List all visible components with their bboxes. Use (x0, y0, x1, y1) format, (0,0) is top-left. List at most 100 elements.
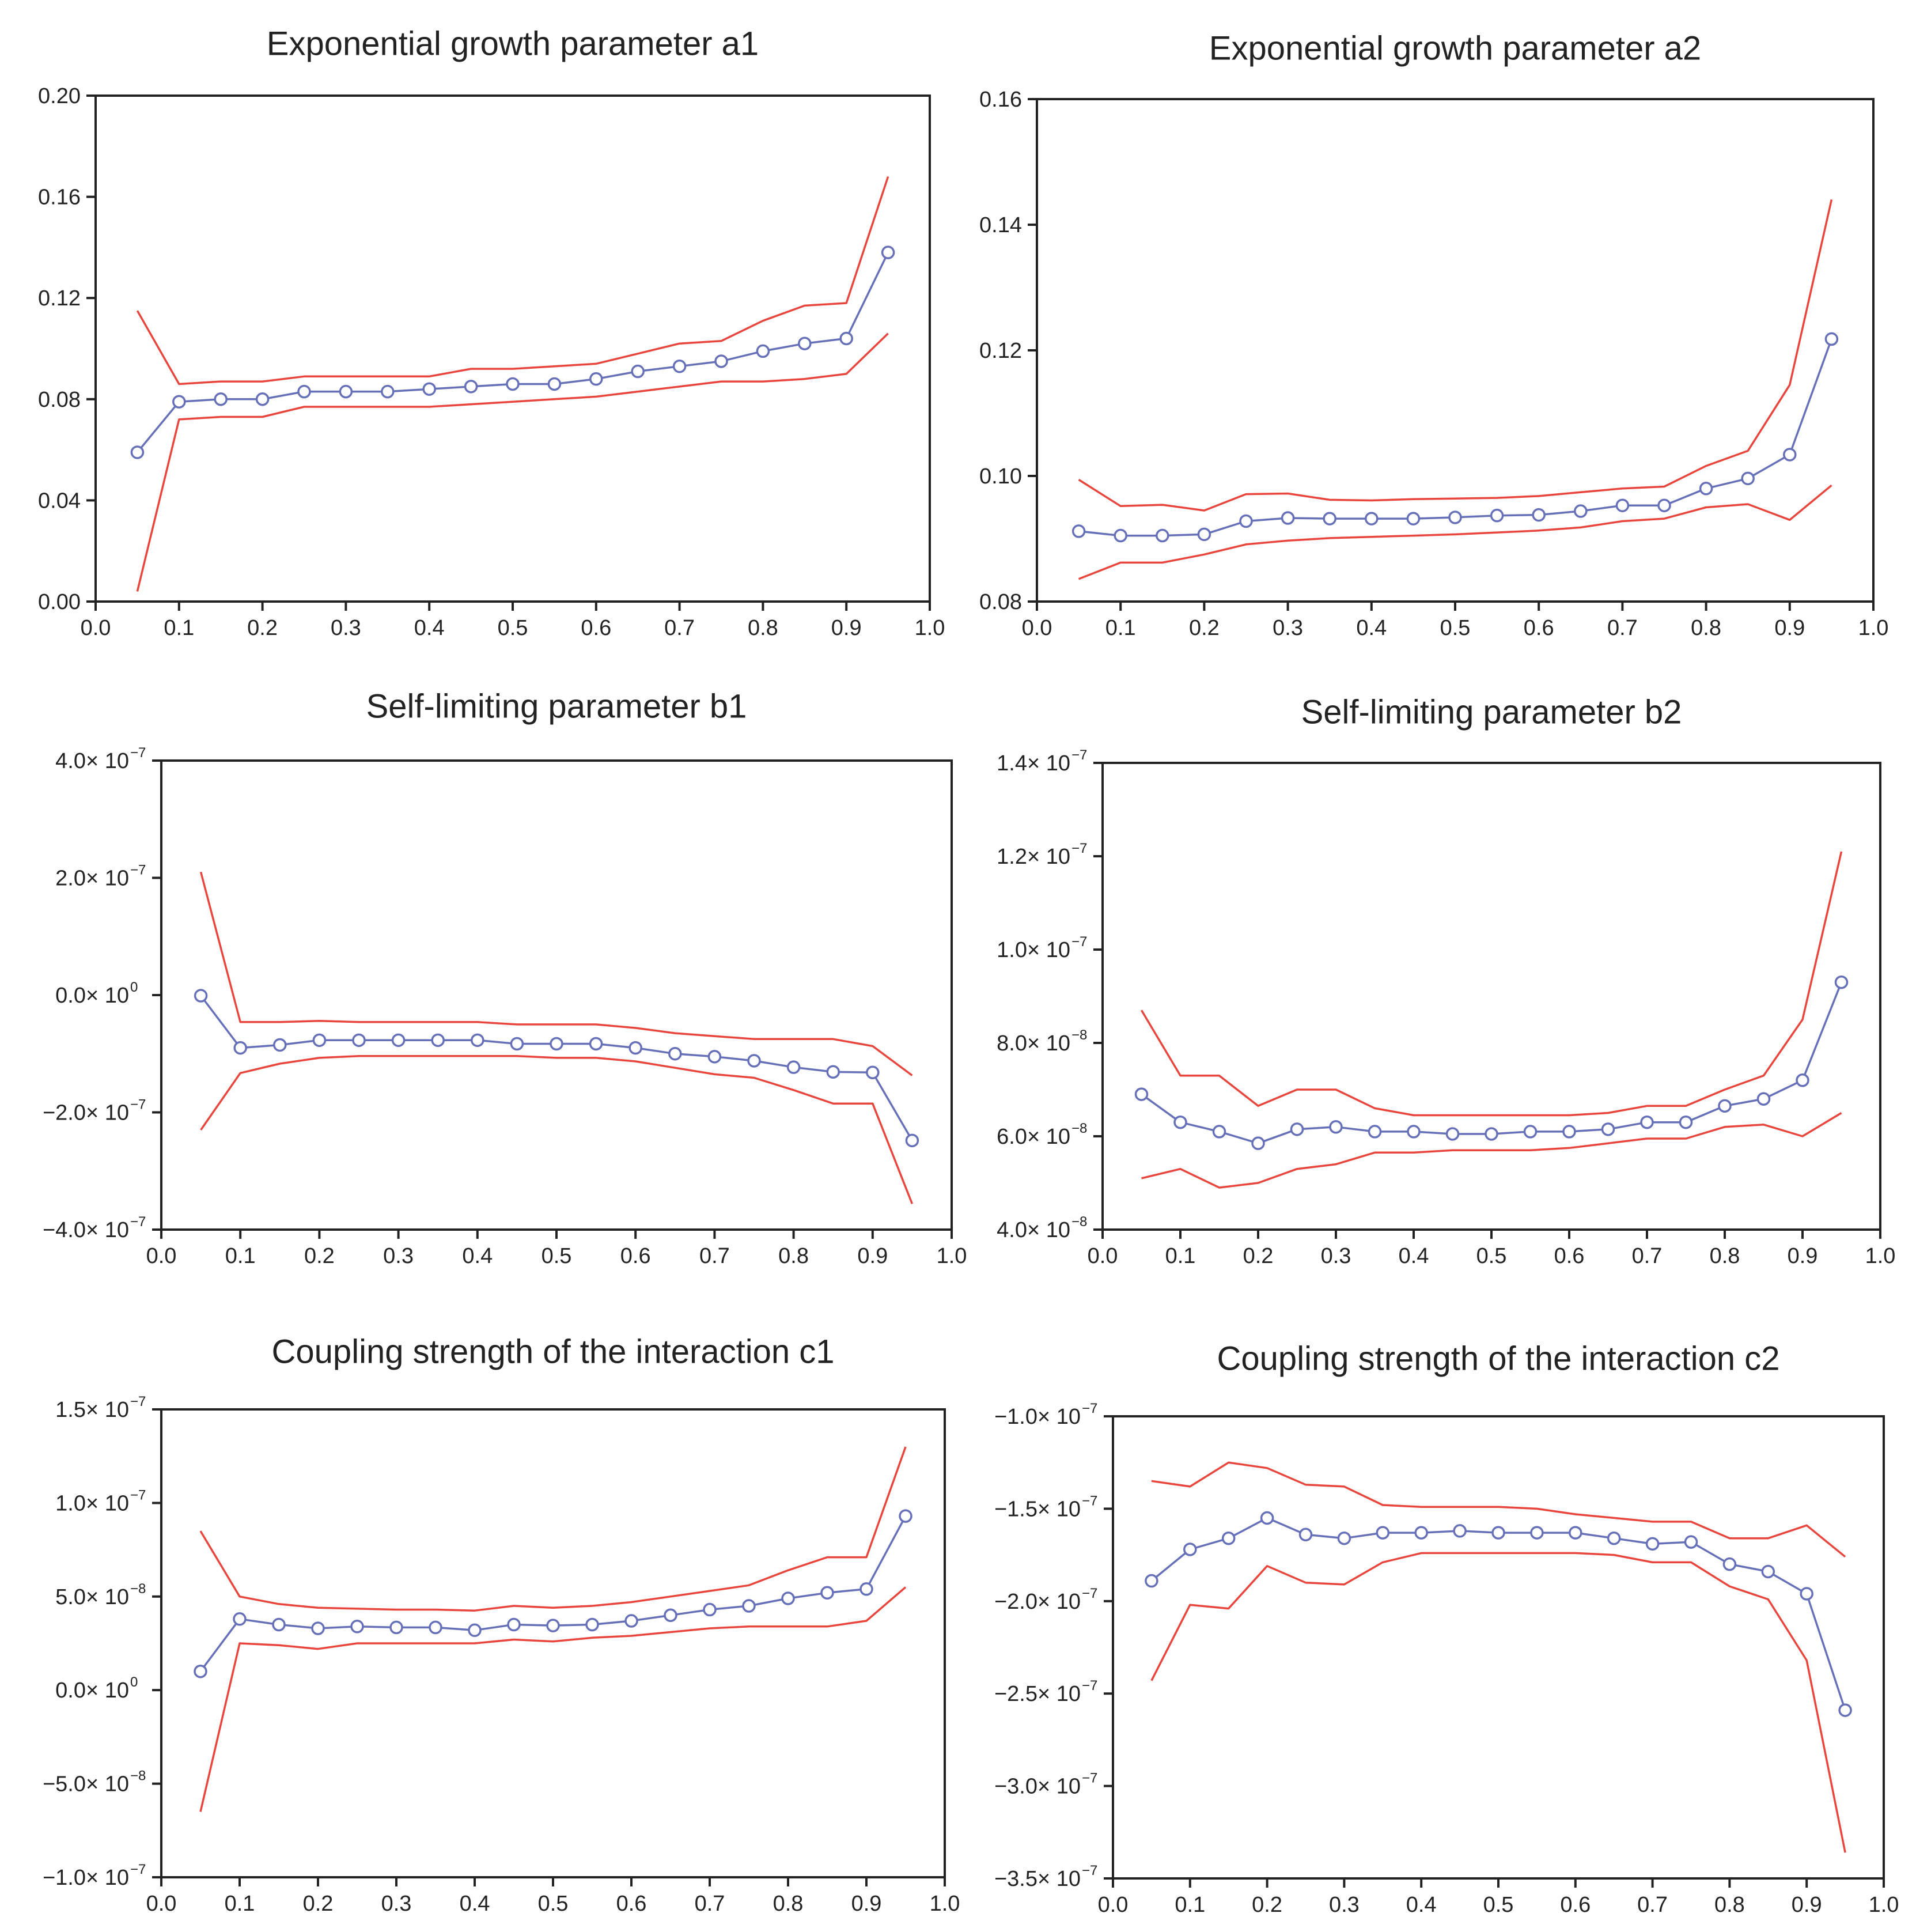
x-tick-label: 0.7 (695, 1892, 725, 1916)
data-point-marker (1657, 498, 1671, 512)
data-point-marker (1406, 512, 1421, 525)
data-point-marker (756, 344, 770, 358)
data-point-marker (1114, 528, 1127, 543)
data-point-marker (1800, 1587, 1813, 1601)
data-point-marker (664, 1608, 677, 1623)
y-tick-exponent: 0 (130, 1674, 138, 1690)
y-tick-label: 1.4× 10 (997, 751, 1070, 776)
data-point-marker (214, 392, 228, 406)
data-point-marker (1523, 1125, 1538, 1139)
data-point-marker (391, 1033, 406, 1048)
y-tick-exponent: −7 (1082, 1401, 1097, 1416)
y-tick-label: 0.16 (38, 186, 81, 210)
y-tick-label: −5.0× 10 (43, 1772, 129, 1797)
series-line-upper-bound (199, 1446, 907, 1612)
x-tick-label: 0.1 (225, 1892, 255, 1916)
x-tick-label: 0.5 (1476, 1244, 1507, 1268)
data-point-marker (352, 1033, 366, 1048)
data-point-marker (672, 359, 687, 373)
x-tick-label: 0.4 (462, 1244, 493, 1268)
y-tick-label: 0.20 (38, 84, 81, 108)
y-tick-exponent: −7 (130, 1394, 146, 1409)
y-tick-exponent: −7 (1071, 841, 1087, 856)
y-tick-label: 0.08 (38, 388, 81, 412)
x-tick-label: 0.7 (1637, 1893, 1668, 1917)
x-tick-label: 1.0 (915, 616, 945, 640)
data-point-marker (798, 337, 812, 350)
data-point-marker (1640, 1115, 1654, 1129)
plot-frame (1036, 98, 1875, 603)
data-point-marker (422, 382, 436, 396)
data-point-marker (1761, 1564, 1775, 1579)
data-point-marker (1491, 1526, 1505, 1540)
x-tick-label: 0.0 (1098, 1893, 1129, 1917)
data-point-marker (1718, 1099, 1732, 1113)
data-point-marker (1251, 1136, 1265, 1150)
data-point-marker (194, 1664, 207, 1678)
data-point-marker (194, 989, 208, 1003)
chart-title: Exponential growth parameter a1 (267, 25, 759, 62)
x-tick-label: 0.1 (164, 616, 194, 640)
data-point-marker (1453, 1524, 1467, 1538)
chart-panel-6: Coupling strength of the interaction c2 0… (994, 1340, 1899, 1917)
x-tick-label: 0.3 (381, 1892, 412, 1916)
y-tick-label: 0.10 (979, 464, 1022, 489)
x-tick-label: 1.0 (937, 1244, 967, 1268)
x-tick-label: 0.8 (1691, 616, 1721, 640)
data-point-marker (233, 1612, 247, 1626)
data-point-marker (1414, 1526, 1428, 1540)
x-tick-label: 0.7 (1632, 1244, 1663, 1268)
x-tick-label: 0.8 (748, 616, 778, 640)
y-tick-exponent: −7 (130, 863, 146, 878)
x-tick-label: 0.2 (1189, 616, 1220, 640)
y-tick-exponent: −7 (130, 1487, 146, 1503)
data-point-marker (1239, 514, 1253, 528)
data-point-marker (1337, 1531, 1351, 1545)
y-tick-exponent: −7 (1082, 1586, 1097, 1601)
data-point-marker (859, 1582, 873, 1596)
y-tick-label: 1.0× 10 (55, 1491, 129, 1515)
y-tick-label: 6.0× 10 (997, 1125, 1070, 1149)
data-point-marker (1485, 1127, 1498, 1141)
data-point-marker (1569, 1526, 1582, 1540)
y-tick-label: 1.2× 10 (997, 845, 1070, 869)
series-line-lower-bound (1150, 1552, 1846, 1853)
data-point-marker (1281, 511, 1295, 525)
data-point-marker (781, 1591, 795, 1605)
data-point-marker (1329, 1120, 1343, 1134)
data-point-marker (826, 1065, 840, 1079)
data-point-marker (233, 1041, 247, 1055)
series-line-upper-bound (1140, 851, 1843, 1117)
x-tick-label: 0.6 (616, 1892, 647, 1916)
data-point-marker (1407, 1125, 1421, 1139)
chart-panel-3: Self-limiting parameter b1 0.0 0.1 0.2 0.3 0.… (43, 687, 967, 1268)
data-point-marker (1156, 528, 1169, 543)
data-point-marker (1448, 511, 1462, 524)
x-tick-label: 0.3 (331, 616, 361, 640)
x-tick-label: 0.8 (773, 1892, 804, 1916)
y-tick-exponent: −8 (130, 1581, 146, 1597)
data-point-marker (1298, 1528, 1313, 1542)
y-tick-exponent: −7 (130, 1097, 146, 1113)
data-point-marker (839, 331, 853, 346)
x-tick-label: 0.4 (1356, 616, 1387, 640)
y-tick-label: 0.12 (38, 286, 81, 311)
x-tick-label: 0.1 (1165, 1244, 1196, 1268)
data-point-marker (546, 1619, 560, 1632)
series-line-estimate (1150, 1517, 1846, 1711)
chart-title: Coupling strength of the interaction c1 (272, 1333, 835, 1370)
data-point-marker (786, 1060, 801, 1074)
data-point-marker (628, 1041, 642, 1055)
data-point-marker (820, 1586, 834, 1600)
data-point-marker (272, 1617, 286, 1632)
x-tick-label: 0.5 (1440, 616, 1471, 640)
x-tick-label: 0.8 (778, 1244, 809, 1268)
data-point-marker (1323, 512, 1336, 525)
y-tick-label: 0.16 (979, 88, 1022, 112)
data-point-marker (1824, 332, 1839, 346)
y-tick-label: 5.0× 10 (55, 1585, 129, 1609)
data-point-marker (1741, 471, 1755, 486)
data-point-marker (1260, 1511, 1274, 1525)
x-tick-label: 0.9 (831, 616, 862, 640)
